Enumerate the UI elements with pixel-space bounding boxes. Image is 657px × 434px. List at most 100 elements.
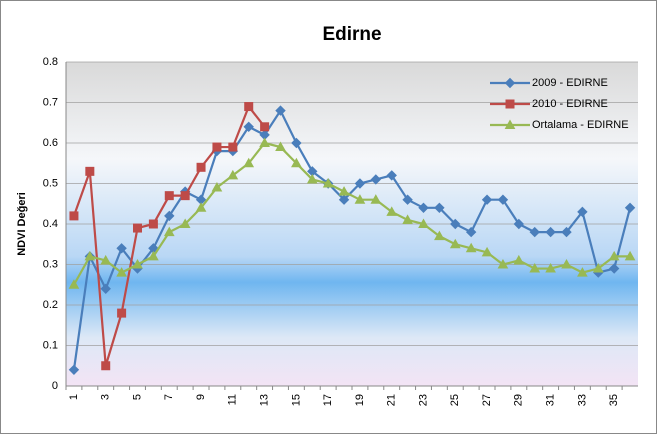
data-point bbox=[243, 157, 255, 168]
data-point bbox=[450, 218, 461, 230]
legend-marker bbox=[504, 77, 516, 89]
x-tick-label: 29 bbox=[513, 394, 525, 406]
data-point bbox=[513, 254, 525, 265]
x-tick-label: 5 bbox=[131, 394, 143, 400]
data-point bbox=[211, 182, 223, 192]
data-point bbox=[227, 169, 239, 180]
x-tick-label: 3 bbox=[100, 394, 112, 400]
data-point bbox=[354, 178, 366, 189]
data-point bbox=[275, 141, 286, 152]
legend-marker bbox=[504, 119, 516, 129]
data-point bbox=[180, 191, 190, 201]
data-point bbox=[132, 258, 143, 269]
data-point bbox=[624, 250, 636, 261]
data-point bbox=[465, 242, 477, 253]
data-point bbox=[260, 122, 270, 132]
data-point bbox=[592, 263, 604, 273]
data-point bbox=[418, 202, 429, 214]
data-point bbox=[116, 243, 127, 254]
y-tick-label: 0.5 bbox=[43, 177, 58, 189]
chart-title: Edirne bbox=[322, 24, 381, 45]
data-point bbox=[228, 142, 238, 152]
data-point bbox=[212, 142, 222, 152]
data-point bbox=[100, 254, 112, 265]
data-point bbox=[529, 263, 541, 273]
x-tick-label: 17 bbox=[322, 394, 334, 406]
x-tick-label: 9 bbox=[195, 394, 207, 400]
x-tick-label: 35 bbox=[608, 394, 620, 406]
data-point bbox=[370, 194, 382, 204]
x-tick-label: 15 bbox=[290, 394, 302, 406]
data-point bbox=[434, 230, 445, 241]
x-tick-label: 21 bbox=[386, 394, 398, 406]
x-tick-label: 27 bbox=[481, 394, 493, 406]
data-point bbox=[338, 194, 350, 205]
data-point bbox=[402, 214, 413, 224]
data-point bbox=[195, 202, 207, 212]
data-point bbox=[275, 105, 286, 116]
data-point bbox=[608, 263, 620, 274]
data-point bbox=[68, 279, 80, 289]
data-point bbox=[465, 226, 477, 238]
data-point bbox=[577, 206, 588, 218]
data-point bbox=[179, 218, 191, 228]
legend-label: Ortalama - EDIRNE bbox=[532, 119, 629, 131]
data-point bbox=[243, 121, 254, 133]
data-point bbox=[545, 226, 556, 238]
y-tick-label: 0.3 bbox=[43, 258, 58, 270]
y-tick-label: 0.1 bbox=[43, 339, 58, 351]
data-point bbox=[497, 194, 509, 205]
y-tick-label: 0 bbox=[52, 380, 58, 392]
data-point bbox=[354, 194, 366, 204]
data-point bbox=[418, 218, 429, 228]
data-point bbox=[624, 202, 636, 214]
y-tick-label: 0.8 bbox=[43, 56, 58, 68]
data-point bbox=[163, 226, 175, 237]
x-tick-label: 23 bbox=[417, 394, 429, 406]
data-point bbox=[116, 267, 127, 277]
data-point bbox=[291, 137, 302, 149]
data-point bbox=[259, 137, 270, 147]
data-point bbox=[306, 173, 318, 184]
data-point bbox=[164, 210, 175, 222]
data-point bbox=[84, 250, 96, 261]
x-tick-label: 31 bbox=[545, 394, 557, 406]
data-point bbox=[117, 308, 127, 318]
y-tick-label: 0.7 bbox=[43, 96, 58, 108]
y-axis-title: NDVI Değeri bbox=[16, 192, 28, 256]
data-point bbox=[148, 219, 158, 229]
legend-marker bbox=[505, 99, 515, 109]
data-point bbox=[481, 194, 493, 205]
data-point bbox=[148, 250, 159, 261]
x-tick-label: 13 bbox=[259, 394, 271, 406]
data-point bbox=[513, 218, 525, 230]
data-point bbox=[370, 174, 382, 185]
data-point bbox=[291, 157, 302, 168]
y-tick-label: 0.2 bbox=[43, 299, 58, 311]
data-point bbox=[164, 191, 174, 201]
data-point bbox=[386, 170, 397, 181]
x-tick-label: 19 bbox=[354, 394, 366, 406]
data-point bbox=[386, 206, 398, 216]
data-point bbox=[322, 177, 334, 188]
data-point bbox=[196, 162, 206, 172]
data-point bbox=[577, 267, 588, 277]
data-point bbox=[244, 102, 254, 112]
y-tick-label: 0.6 bbox=[43, 137, 58, 149]
data-point bbox=[133, 223, 142, 233]
data-point bbox=[497, 258, 509, 269]
data-point bbox=[101, 361, 111, 371]
data-point bbox=[68, 364, 80, 376]
data-point bbox=[85, 166, 95, 176]
x-tick-label: 25 bbox=[449, 394, 461, 406]
legend-label: 2009 - EDIRNE bbox=[532, 77, 608, 89]
data-point bbox=[338, 186, 350, 196]
data-point bbox=[561, 258, 572, 269]
x-tick-label: 1 bbox=[68, 394, 80, 400]
data-point bbox=[561, 226, 572, 238]
data-point bbox=[69, 211, 79, 221]
data-point bbox=[529, 226, 540, 238]
data-point bbox=[608, 250, 620, 261]
data-point bbox=[402, 194, 413, 205]
